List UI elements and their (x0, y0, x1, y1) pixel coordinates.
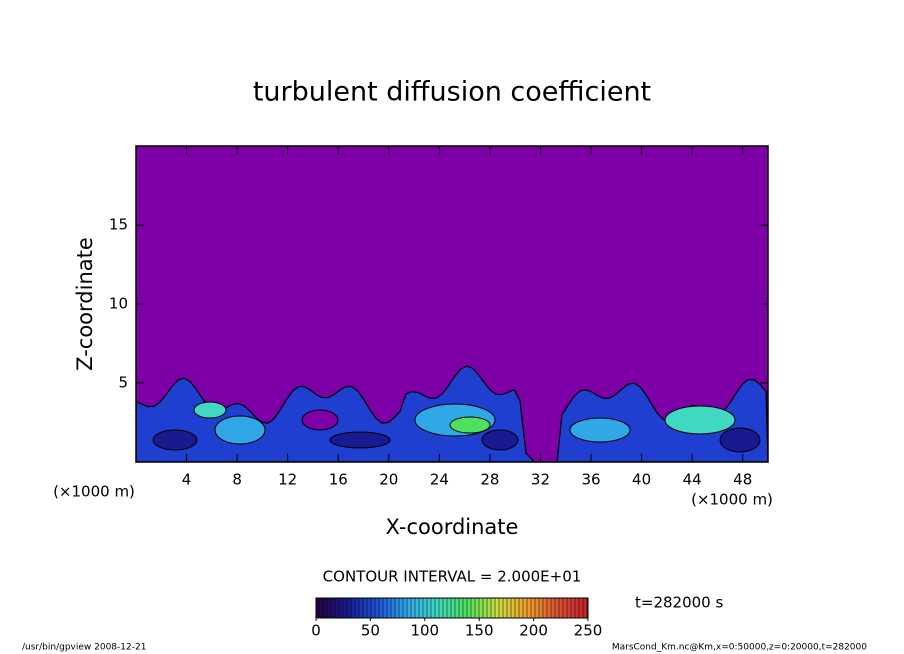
x-unit-label: (×1000 m) (53, 483, 135, 501)
x-tick-label: 48 (733, 471, 752, 489)
x-unit-label: (×1000 m) (691, 491, 773, 509)
footer-left: /usr/bin/gpview 2008-12-21 (22, 643, 146, 653)
y-axis-label: Z-coordinate (73, 237, 97, 371)
y-tick-label: 10 (109, 295, 128, 313)
layer-blob (329, 431, 391, 449)
x-tick-label: 12 (278, 471, 297, 489)
x-axis-label: X-coordinate (386, 515, 519, 539)
colorbar-tick-label: 200 (519, 622, 548, 640)
layer-blob (664, 405, 736, 435)
colorbar-tick-label: 100 (410, 622, 439, 640)
x-tick-label: 32 (531, 471, 550, 489)
layer-blob (719, 427, 761, 453)
x-tick-label: 8 (232, 471, 242, 489)
x-tick-label: 44 (683, 471, 702, 489)
x-tick-label: 28 (480, 471, 499, 489)
layer-blob (301, 409, 339, 431)
y-tick-label: 15 (109, 216, 128, 234)
colorbar-tick-label: 150 (465, 622, 494, 640)
time-label: t=282000 s (635, 594, 723, 612)
layer-blob (481, 429, 519, 451)
layer-blob (193, 401, 227, 419)
y-tick-label: 5 (118, 374, 128, 392)
layer-blob (152, 429, 198, 451)
layer-blob (449, 416, 491, 434)
colorbar-tick-label: 50 (361, 622, 380, 640)
colorbar-tick-label: 0 (311, 622, 321, 640)
layer-blob (569, 417, 631, 443)
turbulent-layer (136, 365, 768, 462)
x-tick-label: 4 (182, 471, 192, 489)
x-tick-label: 16 (329, 471, 348, 489)
x-tick-label: 20 (379, 471, 398, 489)
footer-right: MarsCond_Km.nc@Km,x=0:50000,z=0:20000,t=… (612, 643, 867, 653)
colorbar-tick-label: 250 (574, 622, 603, 640)
x-tick-label: 36 (581, 471, 600, 489)
x-tick-label: 24 (430, 471, 449, 489)
chart-title: turbulent diffusion coefficient (253, 77, 651, 108)
layer-blob (214, 415, 266, 445)
x-tick-label: 40 (632, 471, 651, 489)
contour-interval: CONTOUR INTERVAL = 2.000E+01 (323, 568, 582, 586)
colorbar (315, 597, 589, 619)
